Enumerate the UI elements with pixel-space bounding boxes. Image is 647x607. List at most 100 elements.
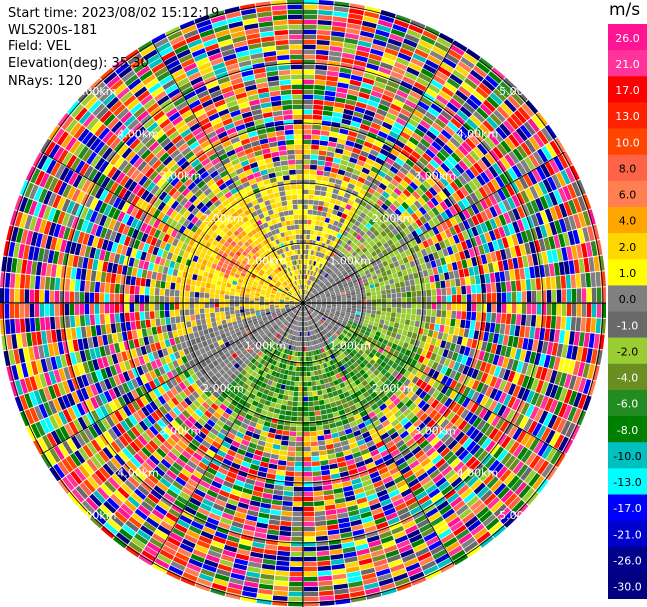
velocity-gate — [316, 425, 324, 431]
velocity-gate — [311, 298, 316, 301]
velocity-gate — [335, 291, 341, 295]
velocity-gate — [466, 258, 473, 268]
velocity-gate — [285, 410, 292, 416]
velocity-gate — [309, 293, 313, 297]
velocity-gate — [451, 244, 459, 254]
velocity-gate — [303, 356, 307, 362]
velocity-gate — [386, 269, 392, 276]
velocity-gate — [346, 268, 352, 274]
velocity-gate — [326, 212, 332, 219]
velocity-gate — [460, 240, 468, 251]
velocity-gate — [274, 484, 284, 491]
velocity-gate — [386, 170, 396, 179]
velocity-gate — [384, 345, 391, 352]
velocity-gate — [549, 399, 559, 414]
velocity-gate — [313, 195, 320, 201]
velocity-gate — [484, 456, 496, 469]
velocity-gate — [448, 360, 456, 369]
velocity-gate — [408, 24, 424, 34]
velocity-gate — [549, 158, 560, 174]
velocity-gate — [386, 311, 391, 317]
velocity-gate — [520, 402, 530, 416]
velocity-gate — [337, 138, 347, 145]
velocity-gate — [497, 238, 505, 250]
velocity-gate — [314, 225, 320, 231]
velocity-gate — [556, 289, 562, 303]
velocity-gate — [379, 281, 385, 287]
velocity-gate — [560, 275, 566, 289]
velocity-gate — [447, 48, 462, 61]
velocity-gate — [289, 365, 293, 371]
velocity-gate — [307, 270, 310, 275]
velocity-gate — [303, 294, 306, 300]
velocity-gate — [391, 256, 398, 263]
velocity-gate — [501, 313, 507, 324]
velocity-gate — [505, 281, 512, 292]
velocity-gate — [443, 358, 451, 367]
velocity-gate — [441, 303, 447, 311]
velocity-gate — [332, 157, 341, 164]
velocity-gate — [329, 544, 342, 550]
velocity-gate — [353, 60, 367, 68]
velocity-gate — [391, 362, 399, 370]
velocity-gate — [411, 303, 417, 309]
velocity-gate — [327, 413, 334, 419]
velocity-gate — [438, 32, 454, 44]
velocity-gate — [274, 408, 281, 414]
velocity-gate — [265, 442, 274, 449]
velocity-gate — [280, 445, 288, 451]
velocity-gate — [355, 352, 362, 359]
velocity-gate — [580, 317, 586, 332]
velocity-gate — [324, 290, 329, 294]
velocity-gate — [436, 415, 446, 426]
velocity-gate — [506, 116, 519, 130]
velocity-gate — [532, 422, 543, 437]
velocity-gate — [341, 180, 349, 188]
velocity-gate — [484, 153, 496, 165]
velocity-gate — [393, 322, 400, 329]
velocity-gate — [321, 298, 327, 300]
velocity-gate — [313, 261, 317, 266]
velocity-gate — [330, 312, 335, 315]
velocity-gate — [281, 505, 293, 512]
velocity-gate — [303, 224, 307, 230]
velocity-gate — [417, 399, 427, 409]
velocity-gate — [551, 289, 557, 303]
velocity-gate — [342, 320, 348, 325]
velocity-gate — [353, 185, 361, 193]
velocity-gate — [306, 285, 309, 290]
velocity-gate — [306, 305, 310, 308]
velocity-gate — [325, 294, 331, 297]
velocity-gate — [571, 181, 582, 197]
velocity-gate — [309, 169, 317, 175]
velocity-gate — [463, 328, 470, 338]
velocity-gate — [312, 289, 316, 294]
velocity-gate — [345, 28, 360, 35]
velocity-gate — [316, 385, 322, 391]
velocity-gate — [477, 434, 488, 447]
velocity-gate — [294, 386, 299, 392]
velocity-gate — [449, 342, 456, 352]
velocity-gate — [596, 303, 602, 318]
velocity-gate — [279, 389, 285, 395]
velocity-gate — [313, 266, 317, 272]
velocity-gate — [367, 276, 373, 282]
velocity-gate — [347, 281, 353, 286]
velocity-gate — [366, 295, 372, 300]
velocity-gate — [298, 391, 303, 397]
velocity-gate — [331, 297, 337, 300]
velocity-gate — [343, 337, 349, 342]
velocity-gate — [339, 287, 345, 291]
velocity-gate — [328, 56, 342, 62]
velocity-gate — [517, 106, 531, 121]
velocity-gate — [327, 284, 332, 289]
velocity-gate — [366, 362, 373, 369]
velocity-gate — [348, 263, 355, 269]
velocity-gate — [453, 203, 462, 213]
velocity-gate — [488, 71, 502, 84]
velocity-gate — [483, 99, 496, 113]
velocity-gate — [313, 290, 318, 295]
velocity-gate — [305, 305, 309, 310]
velocity-gate — [543, 237, 551, 251]
velocity-gate — [482, 243, 490, 254]
